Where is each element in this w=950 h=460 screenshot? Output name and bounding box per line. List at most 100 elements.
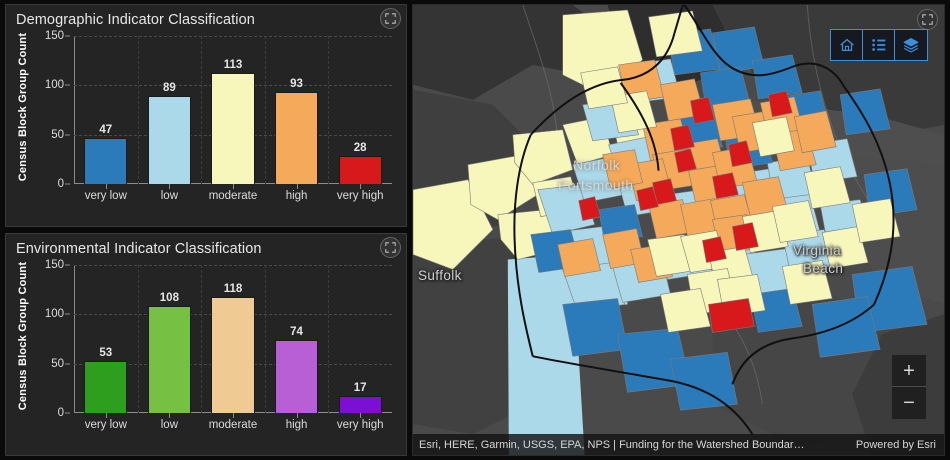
attribution-text[interactable]: Esri, HERE, Garmin, USGS, EPA, NPS | Fun…	[419, 438, 805, 451]
bar-value-label: 89	[162, 82, 176, 95]
x-axis-labels-0: very low low moderate high very high	[74, 190, 392, 202]
gridline-vertical	[201, 265, 203, 413]
bar-value-label: 53	[99, 346, 113, 359]
zoom-in-button[interactable]: +	[892, 355, 926, 387]
map-canvas[interactable]	[413, 5, 944, 456]
y-axis-tick-mark	[65, 264, 70, 266]
x-axis-tick-mark	[296, 413, 298, 418]
legend-icon[interactable]	[863, 30, 895, 60]
y-axis-tick-mark	[65, 35, 70, 37]
y-axis-tick-label: 100	[44, 79, 64, 92]
x-axis-category-label: high	[285, 419, 308, 431]
bar-value-label: 47	[99, 123, 113, 136]
gridline	[74, 265, 392, 266]
bar-moderate[interactable]: 113	[211, 59, 255, 184]
y-axis-tick-mark	[65, 313, 70, 315]
x-axis-tick-mark	[105, 413, 107, 418]
x-axis-tick-mark	[169, 413, 171, 418]
plot-area-1: 53 108 118 74 17	[74, 265, 392, 413]
layers-icon[interactable]	[895, 30, 927, 60]
x-axis-ticks-1	[74, 413, 392, 419]
y-axis-tick-label: 150	[44, 30, 64, 42]
bar-value-label: 28	[353, 142, 367, 155]
gridline-vertical	[264, 265, 266, 413]
zoom-out-button[interactable]: −	[903, 392, 915, 414]
x-axis-tick-mark	[169, 184, 171, 189]
expand-icon[interactable]	[380, 237, 401, 258]
map-panel[interactable]: HamptonSuffolkVirginiaBeachNorfolkPortsm…	[412, 4, 945, 456]
bar-slot: 28	[328, 36, 392, 184]
map-toolbar	[830, 29, 928, 61]
bar-high[interactable]: 93	[274, 78, 319, 184]
bar-high[interactable]: 74	[274, 326, 319, 413]
x-axis-category-label: high	[285, 190, 308, 202]
y-axis-tick-label: 0	[57, 178, 64, 190]
gridline-vertical	[328, 265, 330, 413]
expand-icon[interactable]	[380, 8, 401, 29]
x-axis-tick-mark	[233, 184, 234, 189]
y-axis-tick-label: 50	[51, 128, 64, 141]
y-axis-tick-mark	[65, 183, 70, 185]
y-axis-labels-0: 0 50 100 150	[34, 30, 70, 190]
gridline-vertical	[201, 36, 203, 184]
expand-icon[interactable]	[917, 9, 938, 30]
panel-title-environmental: Environmental Indicator Classification	[16, 241, 262, 257]
bar-series-1: 53 108 118 74 17	[74, 265, 392, 413]
panel-title-demographic: Demographic Indicator Classification	[16, 12, 255, 28]
y-axis-tick-mark	[65, 84, 70, 86]
y-axis-title-text: Census Block Group Count	[17, 261, 30, 411]
chart-demographic: Census Block Group Count 0 50 100 150 47 89 1…	[12, 30, 392, 204]
bar-value-label: 108	[159, 292, 179, 305]
bar-slot: 74	[265, 265, 329, 413]
bar-slot: 53	[74, 265, 138, 413]
bar-moderate[interactable]: 118	[211, 283, 255, 413]
panel-environmental: Environmental Indicator Classification C…	[5, 233, 407, 456]
y-axis-tick-label: 150	[44, 259, 64, 271]
y-axis-line	[74, 265, 75, 413]
powered-by-esri: Powered by Esri	[855, 438, 936, 451]
bar-slot: 118	[201, 265, 265, 413]
x-axis-tick-mark	[360, 184, 362, 189]
bar-low[interactable]: 108	[147, 292, 191, 413]
x-axis-tick-mark	[233, 413, 234, 418]
y-axis-title: Census Block Group Count	[14, 261, 32, 411]
gridline-vertical	[264, 36, 266, 184]
x-axis-category-label: very low	[84, 419, 127, 431]
x-axis-category-label: moderate	[208, 419, 258, 431]
x-axis-ticks-0	[74, 184, 392, 190]
bar-series-0: 47 89 113 93 28	[74, 36, 392, 184]
bar-very-high[interactable]: 17	[338, 382, 382, 413]
bar-slot: 93	[265, 36, 329, 184]
home-icon[interactable]	[831, 30, 863, 60]
bar-very-low[interactable]: 47	[84, 124, 128, 184]
bar-low[interactable]: 89	[147, 82, 191, 184]
bar-slot: 108	[138, 265, 202, 413]
bar-slot: 17	[328, 265, 392, 413]
chart-environmental: Census Block Group Count 0 50 100 150 53 108…	[12, 259, 392, 433]
y-axis-tick-mark	[65, 412, 70, 414]
map-attribution-bar: Esri, HERE, Garmin, USGS, EPA, NPS | Fun…	[413, 434, 944, 455]
y-axis-tick-label: 50	[51, 357, 64, 370]
gridline-vertical	[137, 36, 139, 184]
x-axis-tick-mark	[296, 184, 298, 189]
bar-very-high[interactable]: 28	[338, 142, 382, 184]
charts-column: Demographic Indicator Classification Cen…	[0, 0, 412, 460]
map-column: HamptonSuffolkVirginiaBeachNorfolkPortsm…	[412, 0, 950, 460]
bar-very-low[interactable]: 53	[84, 347, 128, 413]
bar-value-label: 74	[290, 326, 303, 338]
x-axis-category-label: very high	[336, 190, 384, 202]
x-axis-category-label: low	[160, 190, 179, 202]
y-axis-tick-mark	[65, 363, 70, 365]
x-axis-category-label: low	[160, 419, 179, 431]
bar-slot: 113	[201, 36, 265, 184]
gridline-vertical	[328, 36, 330, 184]
bar-value-label: 93	[290, 78, 303, 91]
zoom-controls: + −	[892, 355, 926, 419]
y-axis-labels-1: 0 50 100 150	[34, 259, 70, 419]
y-axis-title-text: Census Block Group Count	[17, 32, 30, 182]
x-axis-labels-1: very low low moderate high very high	[74, 419, 392, 431]
x-axis-category-label: very low	[84, 190, 127, 202]
x-axis-category-label: moderate	[208, 190, 258, 202]
y-axis-tick-mark	[65, 134, 70, 136]
